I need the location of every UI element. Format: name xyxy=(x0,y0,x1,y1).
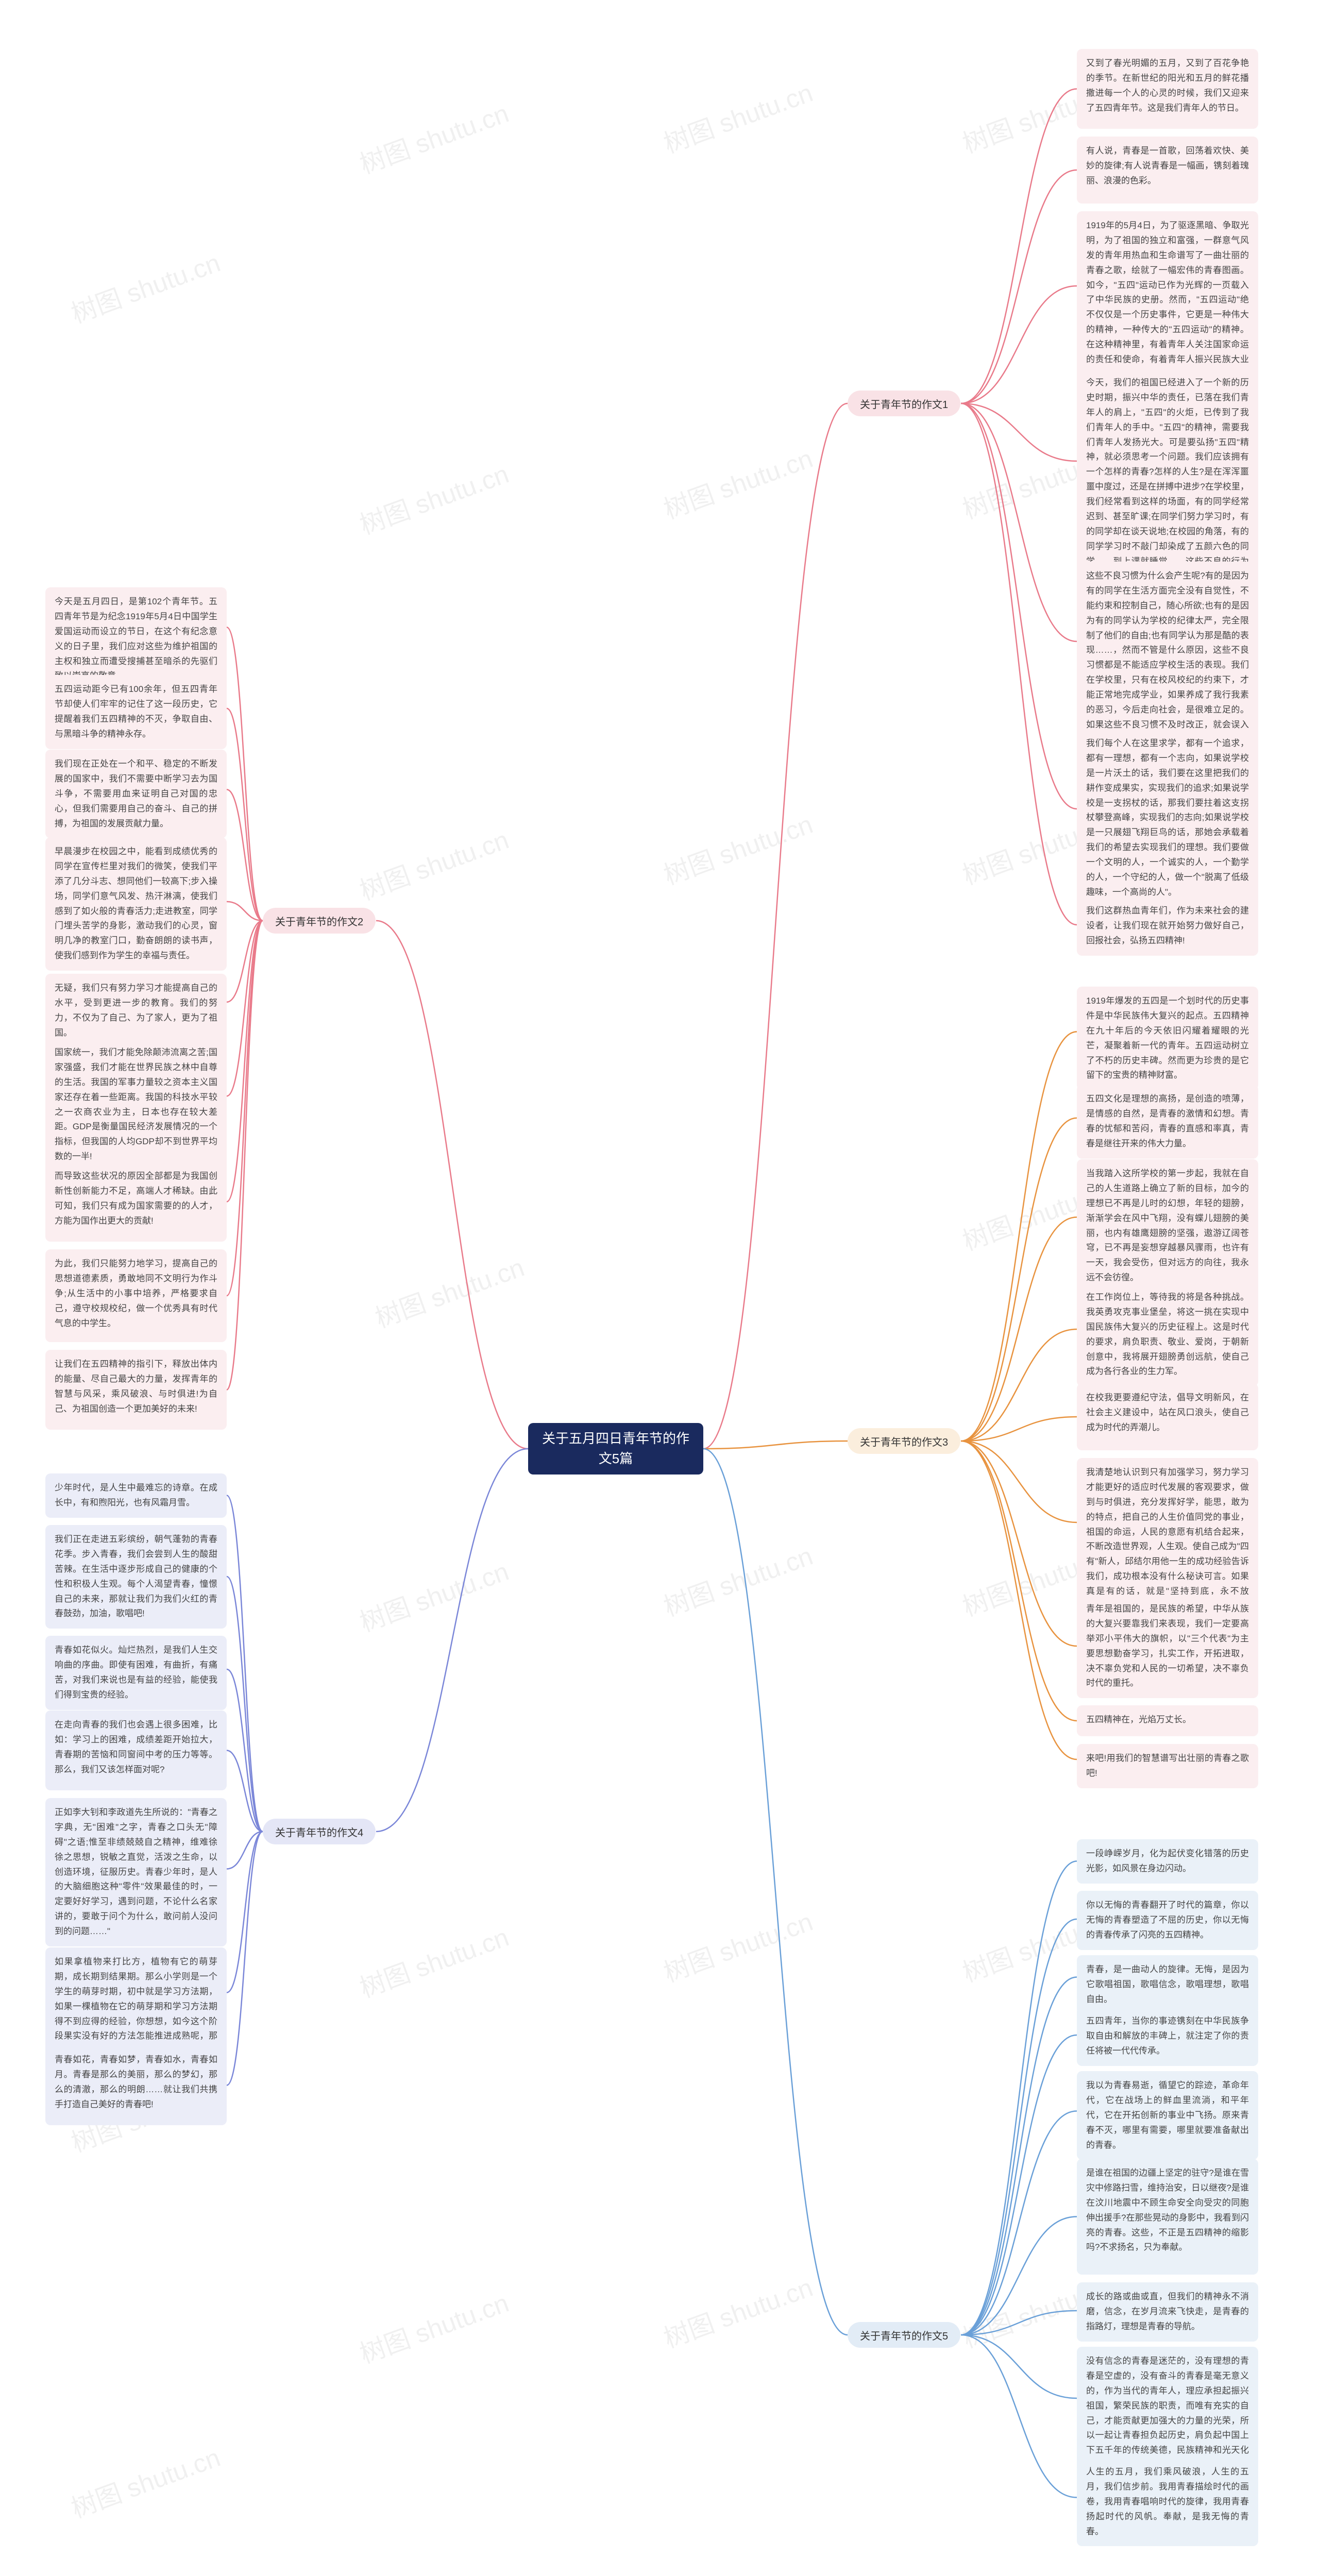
leaf-node: 正如李大钊和李政道先生所说的："青春之字典，无"困难"之字，青春之口头无"障碍"… xyxy=(45,1798,227,1946)
leaf-text: 我们每个人在这里求学，都有一个追求，都有一理想，都有一个志向，如果说学校是一片沃… xyxy=(1086,738,1249,897)
leaf-text: 1919年的5月4日，为了驱逐黑暗、争取光明，为了祖国的独立和富强，一群意气风发… xyxy=(1086,221,1249,379)
leaf-node: 我们正在走进五彩缤纷，朝气蓬勃的青春花季。步入青春，我们会尝到人生的酸甜苦辣。在… xyxy=(45,1525,227,1629)
leaf-node: 为此，我们只能努力地学习，提高自己的思想道德素质，勇敢地同不文明行为作斗争;从生… xyxy=(45,1249,227,1342)
leaf-text: 我们这群热血青年们，作为未来社会的建设者，让我们现在就开始努力做好自己，回报社会… xyxy=(1086,906,1249,945)
leaf-text: 青春如花似火。灿烂热烈，是我们人生交响曲的序曲。即使有困难，有曲折，有痛苦，对我… xyxy=(55,1645,217,1700)
leaf-text: 今天是五月四日，是第102个青年节。五四青年节是为纪念1919年5月4日中国学生… xyxy=(55,597,217,681)
leaf-node: 五四运动距今已有100余年，但五四青年节却使人们牢牢的记住了这一段历史，它提醒着… xyxy=(45,675,227,749)
leaf-text: 而导致这些状况的原因全部都是为我国创新性创新能力不足，高端人才稀缺。由此可知，我… xyxy=(55,1171,217,1226)
leaf-node: 1919年的5月4日，为了驱逐黑暗、争取光明，为了祖国的独立和富强，一群意气风发… xyxy=(1077,211,1258,389)
watermark: 树图 shutu.cn xyxy=(354,1917,513,2005)
leaf-node: 我们每个人在这里求学，都有一个追求，都有一理想，都有一个志向，如果说学校是一片沃… xyxy=(1077,729,1258,907)
watermark: 树图 shutu.cn xyxy=(658,1901,817,1989)
leaf-node: 青春如花似火。灿烂热烈，是我们人生交响曲的序曲。即使有困难，有曲折，有痛苦，对我… xyxy=(45,1636,227,1710)
leaf-node: 来吧!用我们的智慧谱写出壮丽的青春之歌吧! xyxy=(1077,1744,1258,1788)
leaf-text: 青年是祖国的，是民族的希望，中华从族的大复兴要靠我们来表现，我们一定要高举邓小平… xyxy=(1086,1604,1249,1688)
leaf-text: 五四青年，当你的事迹镌刻在中华民族争取自由和解放的丰碑上，就注定了你的责任将被一… xyxy=(1086,2016,1249,2056)
leaf-node: 在走向青春的我们也会遇上很多困难，比如：学习上的困难，成绩差距开始拉大，青春期的… xyxy=(45,1710,227,1790)
leaf-text: 我以为青春易逝，循望它的踪迹，革命年代，它在战场上的鲜血里流淌，和平年代，它在开… xyxy=(1086,2080,1249,2150)
leaf-text: 你以无悔的青春翻开了时代的篇章，你以无悔的青春塑造了不屈的历史，你以无悔的青春传… xyxy=(1086,1900,1249,1940)
leaf-text: 来吧!用我们的智慧谱写出壮丽的青春之歌吧! xyxy=(1086,1753,1249,1778)
watermark: 树图 shutu.cn xyxy=(65,242,225,330)
branch-label-b4: 关于青年节的作文4 xyxy=(263,1819,376,1844)
leaf-text: 在走向青春的我们也会遇上很多困难，比如：学习上的困难，成绩差距开始拉大，青春期的… xyxy=(55,1720,217,1774)
leaf-node: 国家统一，我们才能免除颠沛流离之苦;国家强盛，我们才能在世界民族之林中自尊的生活… xyxy=(45,1038,227,1172)
watermark: 树图 shutu.cn xyxy=(658,438,817,526)
leaf-text: 五四文化是理想的高扬，是创造的喷薄，是情感的自然，是青春的激情和幻想。青春的忧郁… xyxy=(1086,1094,1249,1148)
leaf-node: 青春如花，青春如梦，青春如水，青春如月。青春是那么的美丽，那么的梦幻，那么的清澈… xyxy=(45,2045,227,2125)
watermark: 树图 shutu.cn xyxy=(658,2267,817,2355)
leaf-text: 我们现在正处在一个和平、稳定的不断发展的国家中，我们不需要中断学习去为国斗争，不… xyxy=(55,759,217,828)
leaf-text: 人生的五月，我们乘风破浪，人生的五月，我们信步前。我用青春描绘时代的画卷，我用青… xyxy=(1086,2467,1249,2536)
leaf-text: 我们正在走进五彩缤纷，朝气蓬勃的青春花季。步入青春，我们会尝到人生的酸甜苦辣。在… xyxy=(55,1534,217,1618)
leaf-text: 青春，是一曲动人的旋律。无悔，是因为它歌唱祖国，歌唱信念，歌唱理想，歌唱自由。 xyxy=(1086,1964,1249,2004)
watermark: 树图 shutu.cn xyxy=(354,453,513,541)
leaf-node: 人生的五月，我们乘风破浪，人生的五月，我们信步前。我用青春描绘时代的画卷，我用青… xyxy=(1077,2458,1258,2546)
leaf-text: 1919年爆发的五四是一个划时代的历史事件是中华民族伟大复兴的起点。五四精神在九… xyxy=(1086,996,1249,1080)
leaf-node: 五四文化是理想的高扬，是创造的喷薄，是情感的自然，是青春的激情和幻想。青春的忧郁… xyxy=(1077,1084,1258,1159)
leaf-node: 让我们在五四精神的指引下，释放出体内的能量、尽自己最大的力量，发挥青年的智慧与风… xyxy=(45,1350,227,1430)
watermark: 树图 shutu.cn xyxy=(354,1551,513,1639)
branch-label-b1: 关于青年节的作文1 xyxy=(848,391,960,416)
leaf-text: 是谁在祖国的边疆上坚定的驻守?是谁在雪灾中修路扫雪，维持治安，日以继夜?是谁在汶… xyxy=(1086,2168,1249,2252)
leaf-node: 在工作岗位上，等待我的将是各种挑战。我英勇攻克事业堡垒，将这一挑在实现中国民族伟… xyxy=(1077,1283,1258,1386)
branch-label-b2: 关于青年节的作文2 xyxy=(263,908,376,934)
branch-label-b5: 关于青年节的作文5 xyxy=(848,2322,960,2348)
leaf-text: 正如李大钊和李政道先生所说的："青春之字典，无"困难"之字，青春之口头无"障碍"… xyxy=(55,1807,217,1936)
leaf-text: 成长的路或曲或直，但我们的精神永不消磨，信念，在岁月流来飞快走，是青春的指路灯，… xyxy=(1086,2292,1249,2331)
watermark: 树图 shutu.cn xyxy=(658,1535,817,1623)
leaf-text: 又到了春光明媚的五月，又到了百花争艳的季节。在新世纪的阳光和五月的鲜花播撒进每一… xyxy=(1086,58,1249,113)
leaf-node: 是谁在祖国的边疆上坚定的驻守?是谁在雪灾中修路扫雪，维持治安，日以继夜?是谁在汶… xyxy=(1077,2159,1258,2275)
leaf-node: 无疑，我们只有努力学习才能提高自己的水平，受到更进一步的教育。我们的努力，不仅为… xyxy=(45,974,227,1048)
leaf-node: 我们现在正处在一个和平、稳定的不断发展的国家中，我们不需要中断学习去为国斗争，不… xyxy=(45,750,227,838)
leaf-node: 1919年爆发的五四是一个划时代的历史事件是中华民族伟大复兴的起点。五四精神在九… xyxy=(1077,987,1258,1090)
leaf-node: 五四精神在，光焰万丈长。 xyxy=(1077,1705,1258,1736)
leaf-text: 青春如花，青春如梦，青春如水，青春如月。青春是那么的美丽，那么的梦幻，那么的清澈… xyxy=(55,2055,217,2109)
leaf-node: 我以为青春易逝，循望它的踪迹，革命年代，它在战场上的鲜血里流淌，和平年代，它在开… xyxy=(1077,2071,1258,2160)
root-node: 关于五月四日青年节的作文5篇 xyxy=(528,1423,703,1475)
watermark: 树图 shutu.cn xyxy=(658,804,817,892)
leaf-node: 当我踏入这所学校的第一步起，我就在自己的人生道路上确立了新的目标，加今的理想已不… xyxy=(1077,1159,1258,1293)
leaf-text: 没有信念的青春是迷茫的，没有理想的青春是空虚的，没有奋斗的青春是毫无意义的，作为… xyxy=(1086,2356,1249,2470)
leaf-text: 这些不良习惯为什么会产生呢?有的是因为有的同学在生活方面完全没有自觉性，不能约束… xyxy=(1086,571,1249,744)
leaf-node: 在校我更要遵纪守法，倡导文明新风，在社会主义建设中，站在风口浪头，使自己成为时代… xyxy=(1077,1383,1258,1450)
watermark: 树图 shutu.cn xyxy=(658,72,817,160)
leaf-text: 无疑，我们只有努力学习才能提高自己的水平，受到更进一步的教育。我们的努力，不仅为… xyxy=(55,983,217,1038)
watermark: 树图 shutu.cn xyxy=(354,2282,513,2370)
watermark: 树图 shutu.cn xyxy=(369,1247,529,1335)
leaf-text: 五四运动距今已有100余年，但五四青年节却使人们牢牢的记住了这一段历史，它提醒着… xyxy=(55,684,217,739)
leaf-node: 青春，是一曲动人的旋律。无悔，是因为它歌唱祖国，歌唱信念，歌唱理想，歌唱自由。 xyxy=(1077,1955,1258,2014)
leaf-node: 你以无悔的青春翻开了时代的篇章，你以无悔的青春塑造了不屈的历史，你以无悔的青春传… xyxy=(1077,1891,1258,1950)
leaf-node: 五四青年，当你的事迹镌刻在中华民族争取自由和解放的丰碑上，就注定了你的责任将被一… xyxy=(1077,2007,1258,2066)
watermark: 树图 shutu.cn xyxy=(354,819,513,907)
leaf-node: 一段峥嵘岁月，化为起伏变化错落的历史光影，如风景在身边闪动。 xyxy=(1077,1839,1258,1884)
leaf-node: 这些不良习惯为什么会产生呢?有的是因为有的同学在生活方面完全没有自觉性，不能约束… xyxy=(1077,562,1258,755)
leaf-text: 我清楚地认识到只有加强学习，努力学习才能更好的适应时代发展的客观要求，做到与时俱… xyxy=(1086,1467,1249,1611)
leaf-text: 在校我更要遵纪守法，倡导文明新风，在社会主义建设中，站在风口浪头，使自己成为时代… xyxy=(1086,1393,1249,1432)
leaf-node: 有人说，青春是一首歌，回荡着欢快、美妙的旋律;有人说青春是一幅画，镌刻着瑰丽、浪… xyxy=(1077,137,1258,204)
leaf-text: 当我踏入这所学校的第一步起，我就在自己的人生道路上确立了新的目标，加今的理想已不… xyxy=(1086,1168,1249,1282)
leaf-node: 早晨漫步在校园之中，能看到成绩优秀的同学在宣传栏里对我们的微笑，使我们平添了几分… xyxy=(45,837,227,971)
watermark: 树图 shutu.cn xyxy=(65,2437,225,2525)
leaf-text: 在工作岗位上，等待我的将是各种挑战。我英勇攻克事业堡垒，将这一挑在实现中国民族伟… xyxy=(1086,1292,1249,1376)
leaf-text: 国家统一，我们才能免除颠沛流离之苦;国家强盛，我们才能在世界民族之林中自尊的生活… xyxy=(55,1047,217,1161)
leaf-node: 青年是祖国的，是民族的希望，中华从族的大复兴要靠我们来表现，我们一定要高举邓小平… xyxy=(1077,1595,1258,1698)
leaf-text: 让我们在五四精神的指引下，释放出体内的能量、尽自己最大的力量，发挥青年的智慧与风… xyxy=(55,1359,217,1414)
leaf-node: 又到了春光明媚的五月，又到了百花争艳的季节。在新世纪的阳光和五月的鲜花播撒进每一… xyxy=(1077,49,1258,129)
leaf-text: 五四精神在，光焰万丈长。 xyxy=(1086,1715,1191,1724)
watermark: 树图 shutu.cn xyxy=(354,93,513,181)
leaf-text: 一段峥嵘岁月，化为起伏变化错落的历史光影，如风景在身边闪动。 xyxy=(1086,1849,1249,1873)
leaf-node: 我们这群热血青年们，作为未来社会的建设者，让我们现在就开始努力做好自己，回报社会… xyxy=(1077,896,1258,956)
root-title: 关于五月四日青年节的作文5篇 xyxy=(538,1429,693,1469)
leaf-node: 少年时代，是人生中最难忘的诗章。在成长中，有和煦阳光，也有风霜月雪。 xyxy=(45,1473,227,1518)
leaf-text: 少年时代，是人生中最难忘的诗章。在成长中，有和煦阳光，也有风霜月雪。 xyxy=(55,1483,217,1507)
leaf-text: 早晨漫步在校园之中，能看到成绩优秀的同学在宣传栏里对我们的微笑，使我们平添了几分… xyxy=(55,846,217,960)
leaf-text: 为此，我们只能努力地学习，提高自己的思想道德素质，勇敢地同不文明行为作斗争;从生… xyxy=(55,1259,217,1328)
leaf-node: 成长的路或曲或直，但我们的精神永不消磨，信念，在岁月流来飞快走，是青春的指路灯，… xyxy=(1077,2282,1258,2342)
leaf-node: 而导致这些状况的原因全部都是为我国创新性创新能力不足，高端人才稀缺。由此可知，我… xyxy=(45,1162,227,1242)
branch-label-b3: 关于青年节的作文3 xyxy=(848,1428,960,1454)
leaf-text: 有人说，青春是一首歌，回荡着欢快、美妙的旋律;有人说青春是一幅画，镌刻着瑰丽、浪… xyxy=(1086,146,1249,185)
